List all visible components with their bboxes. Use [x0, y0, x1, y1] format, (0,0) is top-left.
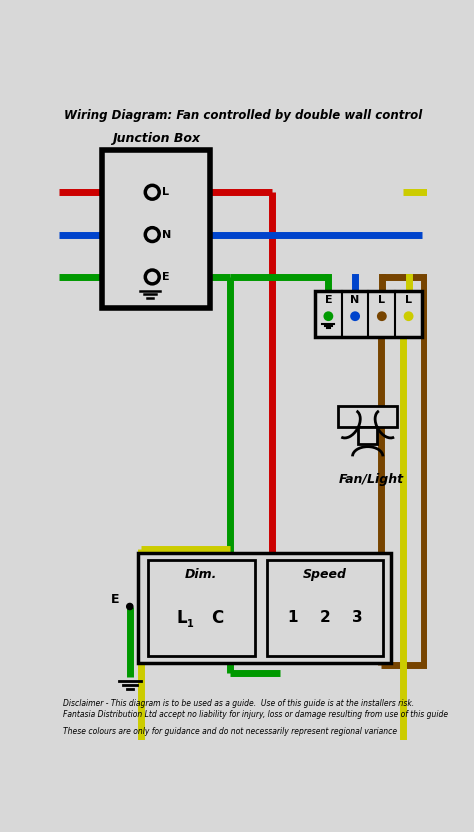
Text: Disclaimer - This diagram is to be used as a guide.  Use of this guide is at the: Disclaimer - This diagram is to be used … — [63, 699, 414, 708]
Bar — [358, 427, 377, 444]
Text: L: L — [162, 187, 169, 197]
Text: N: N — [162, 230, 172, 240]
Text: L: L — [176, 608, 187, 626]
Circle shape — [351, 312, 359, 320]
Text: 1: 1 — [187, 619, 194, 629]
Text: Dim.: Dim. — [185, 568, 217, 581]
Text: 2: 2 — [319, 610, 330, 625]
Bar — [102, 150, 210, 308]
Text: Fan/Light: Fan/Light — [339, 473, 404, 486]
Text: N: N — [350, 295, 360, 305]
Circle shape — [378, 312, 386, 320]
Text: Fantasia Distribution Ltd accept no liability for injury, loss or damage resulti: Fantasia Distribution Ltd accept no liab… — [63, 711, 448, 720]
Bar — [138, 552, 391, 663]
Text: L: L — [378, 295, 385, 305]
Text: Junction Box: Junction Box — [112, 132, 200, 146]
Text: 1: 1 — [287, 610, 298, 625]
Bar — [147, 560, 255, 656]
Text: E: E — [110, 592, 119, 606]
Text: E: E — [325, 295, 332, 305]
Bar — [267, 560, 383, 656]
Text: Speed: Speed — [303, 568, 347, 581]
Bar — [315, 291, 422, 337]
Bar — [338, 405, 397, 427]
Text: E: E — [162, 272, 170, 282]
Circle shape — [405, 312, 412, 320]
Text: L: L — [405, 295, 412, 305]
Text: Wiring Diagram: Fan controlled by double wall control: Wiring Diagram: Fan controlled by double… — [64, 109, 422, 122]
Circle shape — [127, 603, 133, 610]
Text: These colours are only for guidance and do not necessarily represent regional va: These colours are only for guidance and … — [63, 727, 397, 736]
Text: C: C — [211, 608, 223, 626]
Circle shape — [325, 312, 332, 320]
Text: 3: 3 — [352, 610, 363, 625]
